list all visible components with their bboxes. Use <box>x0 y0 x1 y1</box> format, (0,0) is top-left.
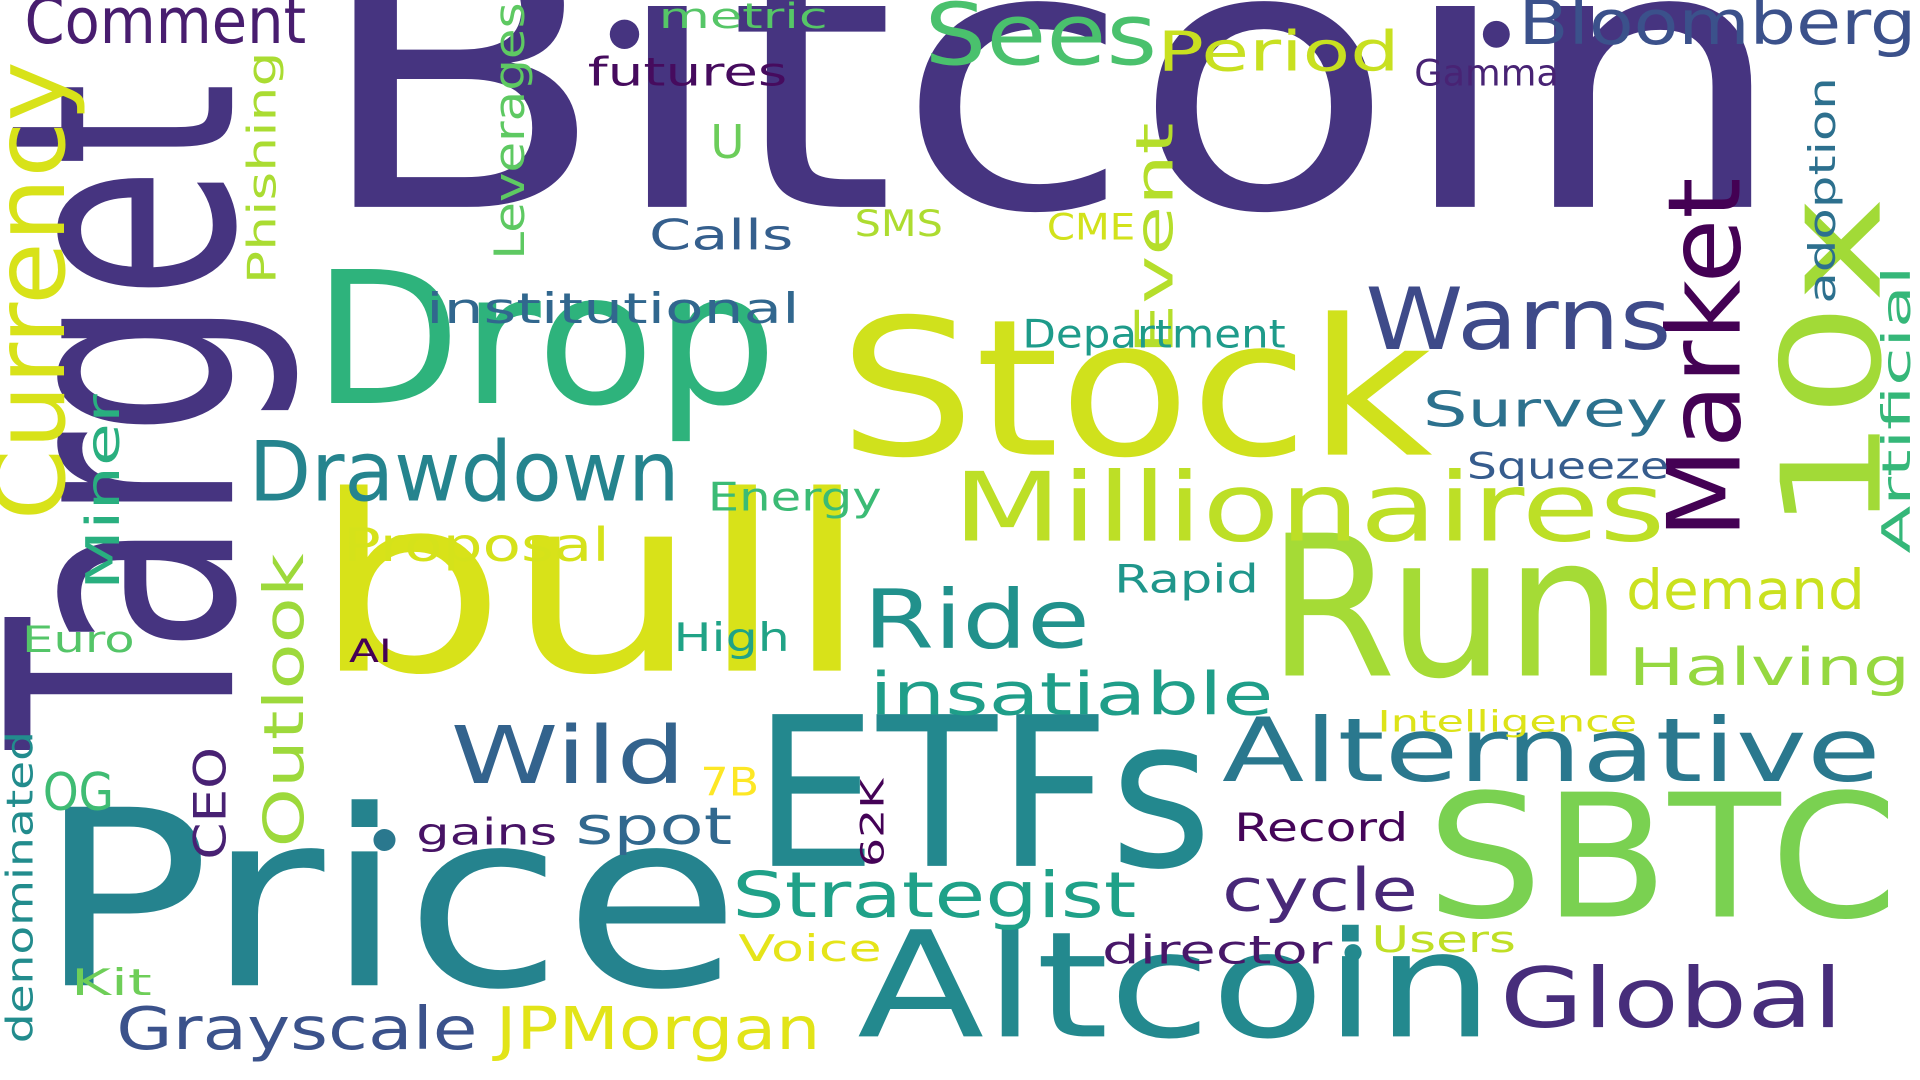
word-ride: Ride <box>863 573 1090 667</box>
word-sms: SMS <box>855 202 943 245</box>
word-stock: Stock <box>839 279 1433 500</box>
word-users: Users <box>1371 918 1515 961</box>
word-bull: bull <box>312 444 869 729</box>
word-grayscale: Grayscale <box>116 994 477 1063</box>
word-futures: futures <box>588 51 788 96</box>
word-miner: Miner <box>76 393 130 590</box>
word-energy: Energy <box>708 475 882 520</box>
word-phishing: Phishing <box>240 51 285 284</box>
word-survey: Survey <box>1423 381 1668 438</box>
word-halving: Halving <box>1629 638 1911 698</box>
word-ai: AI <box>349 632 392 670</box>
word-period: Period <box>1157 19 1399 83</box>
word-ceo: CEO <box>185 747 236 860</box>
word-u: U <box>710 115 744 169</box>
word-calls: Calls <box>649 211 793 260</box>
word-etfs: ETFs <box>753 674 1212 916</box>
word-62k: 62K <box>853 777 891 867</box>
word-cycle: cycle <box>1222 855 1418 924</box>
word-gamma: Gamma <box>1414 51 1558 94</box>
word-leverages: Leverages <box>485 2 534 259</box>
word-alternative: Alternative <box>1222 699 1881 802</box>
word-metric: metric <box>659 0 828 37</box>
word-high: High <box>673 616 789 661</box>
word-outlook: Outlook <box>252 553 316 847</box>
word-director: director <box>1102 928 1334 973</box>
dot-mark <box>1344 944 1362 962</box>
word-currency: Currency <box>0 61 88 520</box>
word-cme: CME <box>1047 206 1135 249</box>
word-7b: 7B <box>700 761 759 806</box>
dot-mark <box>1482 20 1510 48</box>
word-gains: gains <box>416 810 557 853</box>
word-insatiable: insatiable <box>869 660 1273 729</box>
word-10x: 10x <box>1754 196 1913 533</box>
dot-mark <box>609 19 640 49</box>
word-strategist: Strategist <box>732 859 1136 933</box>
word-event: Event <box>1125 122 1185 355</box>
word-millionaires: Millionaires <box>953 451 1666 563</box>
word-adoption: adoption <box>1801 77 1844 304</box>
word-intelligence: Intelligence <box>1378 704 1638 738</box>
word-rapid: Rapid <box>1114 557 1258 602</box>
word-kit: Kit <box>71 961 152 1004</box>
word-run: Run <box>1267 494 1622 722</box>
word-euro: Euro <box>22 618 135 661</box>
word-demand: demand <box>1626 558 1865 622</box>
word-drop: Drop <box>312 234 777 447</box>
word-target: Target <box>0 82 306 753</box>
word-wild: Wild <box>451 709 686 802</box>
word-spot: spot <box>576 797 733 857</box>
word-market: Market <box>1646 178 1763 539</box>
word-institutional: institutional <box>426 284 799 333</box>
word-warns: Warns <box>1365 270 1671 370</box>
word-jpmorgan: JPMorgan <box>491 994 820 1063</box>
word-bitcoin: Bitcoin <box>312 0 1788 294</box>
word-bloomberg: Bloomberg <box>1518 0 1916 59</box>
word-comment: Comment <box>24 0 306 59</box>
word-artificial: Artificial <box>1875 266 1920 554</box>
word-og: OG <box>43 763 114 823</box>
word-voice: Voice <box>738 927 881 970</box>
word-department: Department <box>1022 313 1285 358</box>
word-proposal: Proposal <box>343 518 610 572</box>
word-sbtc: SBTC <box>1427 759 1898 958</box>
word-sees: Sees <box>924 0 1157 86</box>
word-record: Record <box>1234 806 1408 851</box>
word-drawdown: Drawdown <box>249 423 680 520</box>
word-global: Global <box>1500 950 1843 1047</box>
word-price: Price <box>37 758 741 1043</box>
word-squeeze: Squeeze <box>1467 444 1669 487</box>
word-altcoin: Altcoin <box>857 900 1494 1071</box>
dot-mark <box>373 828 396 852</box>
word-denominated: denominated <box>0 731 42 1043</box>
